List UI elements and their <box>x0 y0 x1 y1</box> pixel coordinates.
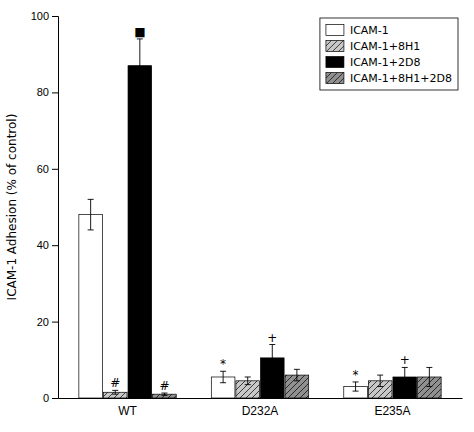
error-bar <box>426 367 432 386</box>
annotation: # <box>110 376 120 390</box>
y-tick: 60 <box>37 163 58 175</box>
plot: 0 20 40 60 80 100 WT D232A E235A ICAM-1 Adhesion … <box>5 10 463 418</box>
y-tick-mark <box>52 92 58 93</box>
x-tick-label: WT <box>118 404 137 418</box>
error-bar <box>88 199 94 230</box>
series <box>79 199 368 398</box>
x-tick-label: E235A <box>374 404 410 418</box>
x-tick-label: D232A <box>242 404 279 418</box>
error-bar <box>269 345 275 372</box>
annotation: * <box>220 357 226 371</box>
legend-swatch <box>326 25 344 36</box>
x-tick: E235A <box>374 404 410 418</box>
y-tick-label: 60 <box>37 163 49 175</box>
y-tick-mark <box>52 16 58 17</box>
error-bar <box>112 390 118 394</box>
series <box>128 39 417 398</box>
y-tick: 100 <box>31 10 58 22</box>
annotation: # <box>159 379 169 393</box>
error-bar <box>294 369 300 380</box>
legend-label: ICAM-1+2D8 <box>350 56 421 69</box>
chart: 0 20 40 60 80 100 WT D232A E235A ICAM-1 Adhesion … <box>0 0 474 432</box>
legend-item: ICAM-1+8H1+2D8 <box>326 72 452 85</box>
x-axis: WT D232A E235A <box>59 399 463 418</box>
marks <box>79 39 441 398</box>
y-tick: 20 <box>37 316 58 328</box>
series <box>153 367 442 398</box>
annotation: + <box>267 331 277 345</box>
y-tick-label: 80 <box>37 86 49 98</box>
error-bar <box>220 371 226 382</box>
y-tick-label: 100 <box>31 10 49 22</box>
y-tick: 40 <box>37 239 58 251</box>
x-axis-line <box>59 398 463 399</box>
annotation: + <box>400 353 410 367</box>
x-tick: WT <box>118 404 137 418</box>
legend: ICAM-1 ICAM-1+8H1 ICAM-1+2D8 ICAM-1+8H1+2D8 <box>320 18 458 90</box>
y-tick-mark <box>52 398 58 399</box>
legend-swatch <box>326 73 344 84</box>
error-bar <box>353 382 359 391</box>
error-bar <box>161 393 167 395</box>
legend-swatch <box>326 41 344 52</box>
annotation: ■ <box>134 25 145 39</box>
legend-item: ICAM-1 <box>326 24 389 37</box>
y-tick-label: 0 <box>43 392 49 404</box>
y-tick-mark <box>52 169 58 170</box>
bar <box>79 215 103 398</box>
legend-label: ICAM-1+8H1+2D8 <box>350 72 452 85</box>
y-tick-label: 40 <box>37 239 49 251</box>
y-axis: 0 20 40 60 80 100 <box>31 10 59 404</box>
legend-label: ICAM-1 <box>350 24 389 37</box>
y-tick: 0 <box>43 392 58 404</box>
annotation: * <box>353 368 359 382</box>
y-tick-mark <box>52 322 58 323</box>
x-tick: D232A <box>242 404 279 418</box>
error-bar <box>137 39 143 92</box>
legend-swatch <box>326 57 344 68</box>
error-bar <box>402 367 408 386</box>
error-bar <box>245 377 251 385</box>
legend-label: ICAM-1+8H1 <box>350 40 420 53</box>
y-tick-mark <box>52 245 58 246</box>
bar <box>128 66 152 398</box>
legend-item: ICAM-1+2D8 <box>326 56 421 69</box>
error-bar <box>377 375 383 386</box>
y-tick: 80 <box>37 86 58 98</box>
legend-item: ICAM-1+8H1 <box>326 40 420 53</box>
y-axis-line <box>52 17 59 399</box>
legend-frame <box>320 18 458 90</box>
y-axis-title: ICAM-1 Adhesion (% of control) <box>5 114 19 301</box>
y-tick-label: 20 <box>37 316 49 328</box>
